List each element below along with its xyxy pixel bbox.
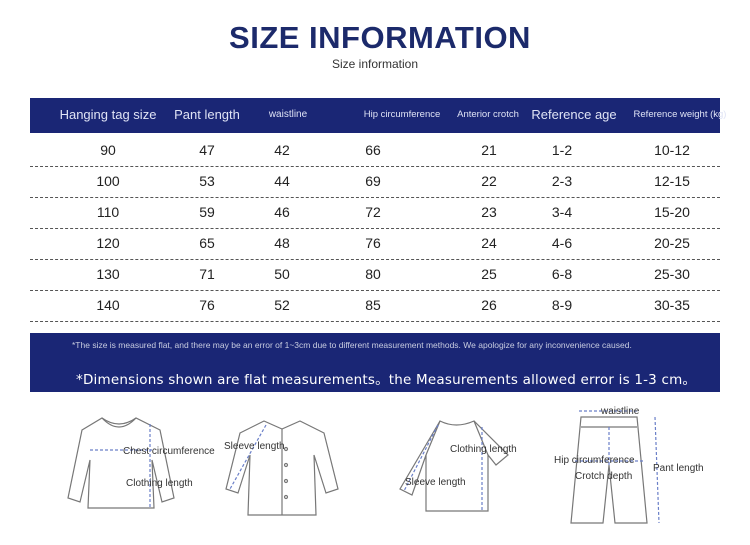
- table-cell: 100: [96, 173, 120, 189]
- page-subtitle: Size information: [331, 57, 419, 71]
- table-cell: 1-2: [551, 142, 573, 158]
- note-main: *Dimensions shown are flat measurements。…: [76, 372, 697, 388]
- label-sweater-length: Clothing length: [126, 478, 193, 489]
- table-row: 120 65 48 76 24 4-6 20-25: [30, 228, 720, 260]
- table-cell: 22: [481, 173, 497, 189]
- sweater-diagram-icon: [67, 417, 175, 509]
- table-cell: 21: [481, 142, 497, 158]
- label-waist: waistline: [601, 406, 640, 417]
- table-cell: 120: [96, 235, 120, 251]
- table-header: Hanging tag size Pant length waistline H…: [30, 98, 726, 133]
- table-row: 90 47 42 66 21 1-2 10-12: [30, 135, 720, 167]
- header-waistline: waistline: [268, 109, 308, 120]
- table-cell: 30-35: [654, 297, 690, 313]
- table-cell: 10-12: [654, 142, 690, 158]
- note-small: *The size is measured flat, and there ma…: [72, 340, 632, 350]
- label-shirt-sleeve: Sleeve length: [224, 441, 285, 452]
- table-row: 100 53 44 69 22 2-3 12-15: [30, 166, 720, 198]
- table-cell: 20-25: [654, 235, 690, 251]
- table-cell: 4-6: [551, 235, 573, 251]
- table-cell: 76: [199, 297, 215, 313]
- table-cell: 12-15: [654, 173, 690, 189]
- label-crotch: Crotch depth: [575, 471, 633, 482]
- label-hip: Hip circumference: [554, 455, 635, 466]
- table-cell: 2-3: [551, 173, 573, 189]
- table-cell: 110: [96, 204, 120, 220]
- table-row: 130 71 50 80 25 6-8 25-30: [30, 259, 720, 291]
- table-cell: 53: [199, 173, 215, 189]
- table-cell: 85: [365, 297, 381, 313]
- raglan-diagram-icon: [399, 420, 509, 512]
- table-cell: 25-30: [654, 266, 690, 282]
- table-cell: 69: [365, 173, 381, 189]
- header-tag-size: Hanging tag size: [59, 107, 157, 122]
- table-cell: 71: [199, 266, 215, 282]
- measurement-note: *The size is measured flat, and there ma…: [30, 333, 720, 392]
- table-cell: 90: [100, 142, 116, 158]
- table-cell: 24: [481, 235, 497, 251]
- page-title: SIZE INFORMATION: [229, 20, 531, 55]
- table-cell: 44: [274, 173, 290, 189]
- table-cell: 48: [274, 235, 290, 251]
- table-cell: 47: [199, 142, 215, 158]
- table-cell: 25: [481, 266, 497, 282]
- label-raglan-sleeve: Sleeve length: [405, 477, 466, 488]
- label-raglan-length: Clothing length: [450, 444, 517, 455]
- table-cell: 76: [365, 235, 381, 251]
- table-cell: 130: [96, 266, 120, 282]
- table-cell: 26: [481, 297, 497, 313]
- table-cell: 66: [365, 142, 381, 158]
- table-row: 110 59 46 72 23 3-4 15-20: [30, 197, 720, 229]
- header-crotch: Anterior crotch: [457, 109, 519, 120]
- pants-diagram-icon: [570, 410, 660, 524]
- table-cell: 6-8: [551, 266, 573, 282]
- table-cell: 72: [365, 204, 381, 220]
- table-cell: 42: [274, 142, 290, 158]
- table-cell: 23: [481, 204, 497, 220]
- table-cell: 52: [274, 297, 290, 313]
- table-cell: 8-9: [551, 297, 573, 313]
- header-weight: Reference weight (kg): [633, 109, 727, 120]
- shirt-diagram-icon: [225, 420, 339, 516]
- label-pant-length: Pant length: [653, 463, 704, 474]
- table-row: 140 76 52 85 26 8-9 30-35: [30, 290, 720, 322]
- table-cell: 59: [199, 204, 215, 220]
- table-cell: 80: [365, 266, 381, 282]
- header-age: Reference age: [531, 107, 617, 122]
- table-cell: 15-20: [654, 204, 690, 220]
- table-cell: 50: [274, 266, 290, 282]
- table-cell: 140: [96, 297, 120, 313]
- table-cell: 46: [274, 204, 290, 220]
- table-cell: 3-4: [551, 204, 573, 220]
- table-cell: 65: [199, 235, 215, 251]
- header-hip: Hip circumference: [363, 109, 441, 120]
- header-pant-length: Pant length: [174, 107, 240, 122]
- label-chest: Chest circumference: [123, 446, 215, 457]
